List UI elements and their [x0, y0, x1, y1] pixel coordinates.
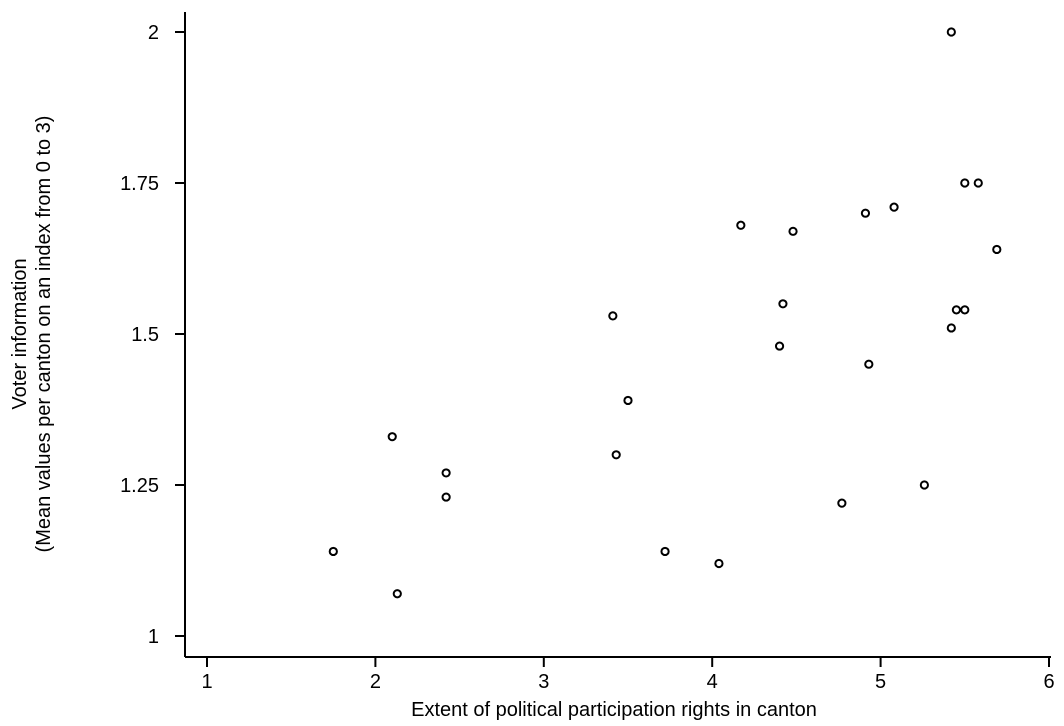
data-point	[328, 546, 338, 557]
y-axis: 1 1.25 1.5 1.75 2	[120, 12, 186, 657]
x-tick-label: 6	[1043, 671, 1054, 693]
data-point	[611, 450, 621, 460]
data-point	[774, 341, 785, 351]
y-axis-title-line-1: Voter information	[9, 258, 31, 409]
y-axis-title: Voter information (Mean values per canto…	[9, 116, 55, 553]
y-tick-label: 1.75	[120, 173, 159, 195]
data-point	[960, 178, 970, 188]
data-point	[946, 27, 956, 37]
data-point	[960, 305, 970, 315]
data-point	[837, 498, 847, 508]
data-point	[778, 299, 788, 309]
data-point	[441, 468, 451, 478]
data-point	[864, 359, 874, 369]
data-point	[951, 305, 961, 315]
x-tick-label: 5	[875, 671, 886, 693]
data-point	[992, 244, 1002, 255]
data-point	[623, 395, 633, 406]
data-point	[608, 311, 618, 321]
data-point	[946, 323, 956, 333]
x-tick-label: 3	[538, 671, 549, 693]
data-point	[441, 492, 451, 502]
data-point	[392, 589, 402, 599]
y-tick-label: 1	[148, 626, 159, 648]
x-axis: 1 2 3 4 5 6	[185, 656, 1055, 693]
data-point	[736, 220, 746, 230]
y-tick-label: 2	[148, 22, 159, 44]
x-axis-title: Extent of political participation rights…	[411, 699, 817, 721]
data-point	[919, 480, 929, 490]
x-tick-label: 1	[201, 671, 212, 693]
x-tick-label: 4	[707, 671, 718, 693]
y-axis-title-line-2: (Mean values per canton on an index from…	[33, 116, 55, 553]
data-point	[714, 558, 724, 569]
data-points	[328, 27, 1002, 599]
y-tick-label: 1.5	[131, 324, 159, 346]
data-point	[660, 546, 670, 557]
data-point	[889, 202, 899, 212]
data-point	[788, 226, 798, 236]
y-tick-label: 1.25	[120, 475, 159, 497]
data-point	[387, 432, 397, 442]
x-tick-label: 2	[370, 671, 381, 693]
data-point	[973, 178, 983, 188]
data-point	[860, 208, 871, 218]
